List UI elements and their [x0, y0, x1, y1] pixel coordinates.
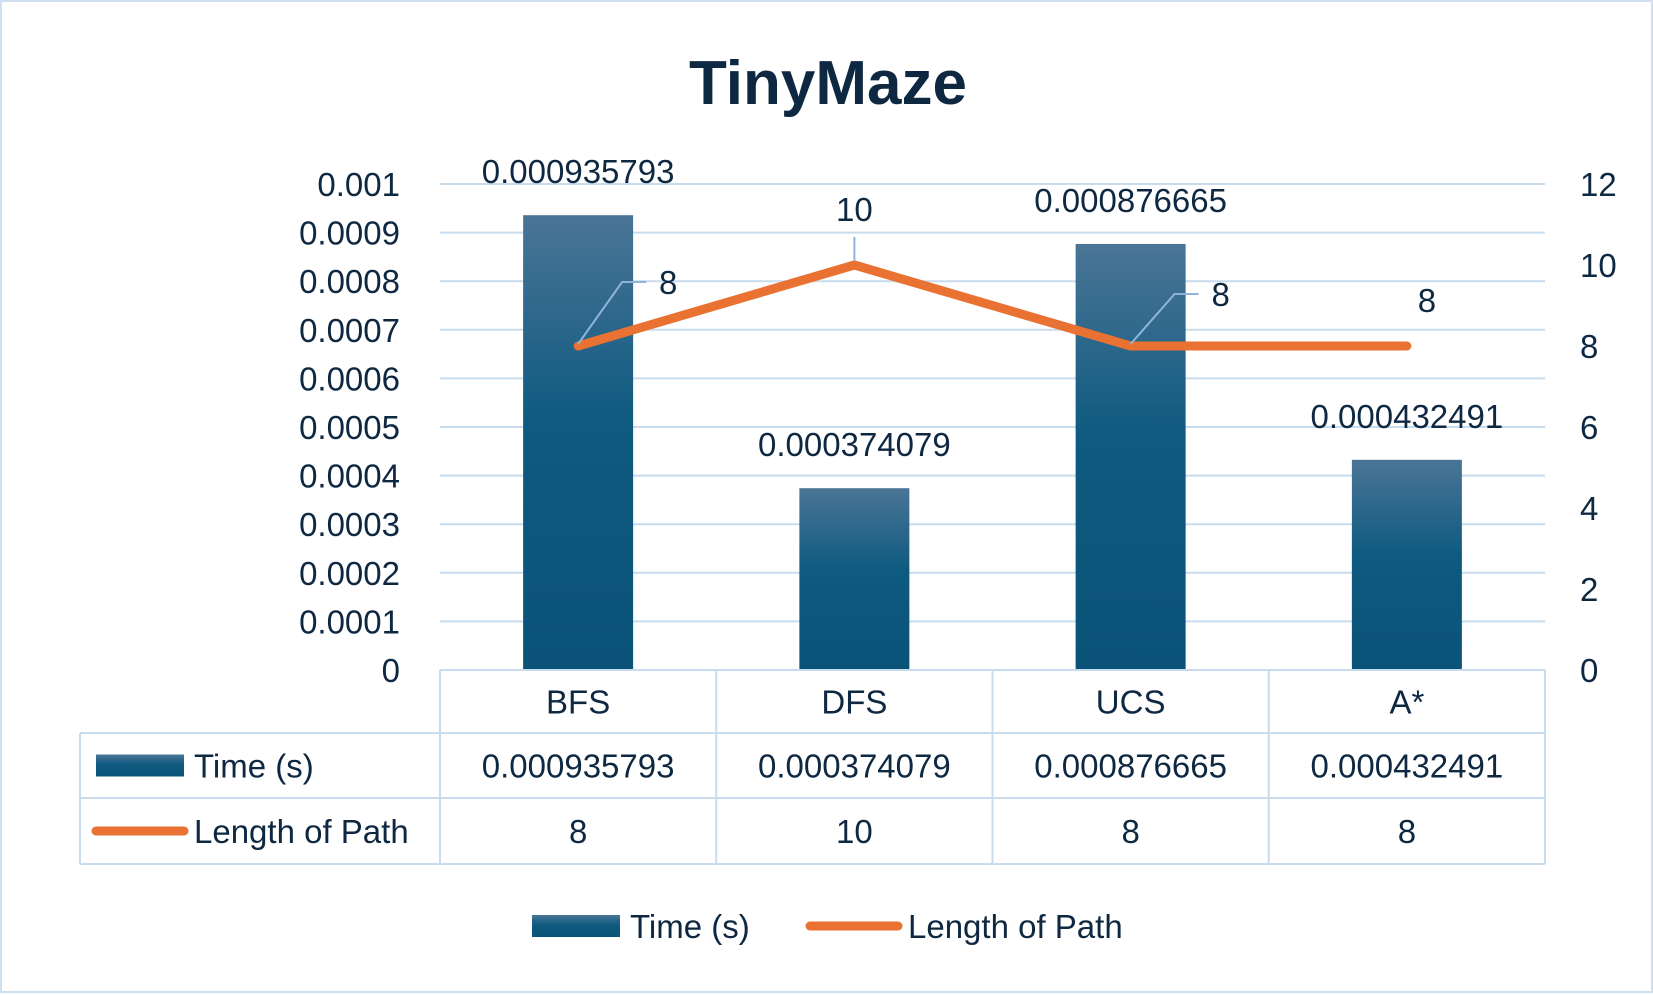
table-key-time	[96, 754, 184, 777]
leader-line	[577, 281, 647, 345]
legend-label-length: Length of Path	[908, 908, 1123, 945]
leader-line	[1129, 293, 1199, 345]
right-axis-tick-label: 6	[1580, 409, 1598, 446]
table-series-name: Time (s)	[194, 748, 314, 785]
left-axis-tick-label: 0.0002	[299, 555, 400, 592]
table-cell: 0.000935793	[482, 748, 675, 785]
bar	[1075, 243, 1186, 671]
data-labels: 0.000935793 0.000374079 0.000876665 0.00043…	[482, 153, 1503, 463]
bar	[523, 215, 634, 671]
table-cell: 0.000432491	[1311, 748, 1504, 785]
line-data-label: 8	[1418, 282, 1436, 319]
table-cell: 8	[569, 813, 587, 850]
right-axis: 0 2 4 6 8 10 12	[1580, 166, 1617, 689]
left-axis-tick-label: 0.0008	[299, 263, 400, 300]
right-axis-tick-label: 2	[1580, 571, 1598, 608]
left-axis-tick-label: 0.0009	[299, 215, 400, 252]
right-axis-tick-label: 4	[1580, 490, 1598, 527]
category-label: DFS	[821, 684, 887, 721]
bar-series	[523, 215, 1462, 671]
left-axis-tick-label: 0.0001	[299, 603, 400, 640]
table-cell: 10	[836, 813, 873, 850]
table-cell: 8	[1121, 813, 1139, 850]
category-label: BFS	[546, 684, 610, 721]
line-series	[573, 260, 1412, 351]
line-data-label: 10	[836, 191, 873, 228]
bar-data-label: 0.000876665	[1034, 182, 1227, 219]
bar-data-label: 0.000432491	[1311, 398, 1504, 435]
left-axis: 0 0.0001 0.0002 0.0003 0.0004 0.0005 0.0006 0.0…	[299, 166, 400, 689]
table-cell: 8	[1398, 813, 1416, 850]
right-axis-tick-label: 12	[1580, 166, 1617, 203]
left-axis-tick-label: 0.0006	[299, 360, 400, 397]
left-axis-tick-label: 0.0007	[299, 312, 400, 349]
left-axis-tick-label: 0	[382, 652, 400, 689]
right-axis-tick-label: 10	[1580, 247, 1617, 284]
left-axis-tick-label: 0.0005	[299, 409, 400, 446]
data-table: BFS DFS UCS A* Time (s) 0.000935793 0.00037407…	[79, 669, 1546, 865]
table-series-name: Length of Path	[194, 813, 409, 850]
left-axis-tick-label: 0.0004	[299, 458, 400, 495]
table-cell: 0.000876665	[1034, 748, 1227, 785]
legend: Time (s) Length of Path	[532, 908, 1123, 945]
left-axis-tick-label: 0.0003	[299, 506, 400, 543]
bar-data-label: 0.000374079	[758, 426, 951, 463]
table-cell: 0.000374079	[758, 748, 951, 785]
bar	[1351, 459, 1462, 670]
right-axis-tick-label: 0	[1580, 652, 1598, 689]
bar	[799, 488, 910, 670]
category-label: A*	[1389, 684, 1424, 721]
legend-key-time	[532, 915, 620, 937]
left-axis-tick-label: 0.001	[317, 166, 400, 203]
line-data-label: 8	[1211, 276, 1229, 313]
category-label: UCS	[1096, 684, 1166, 721]
length-of-path-line	[573, 260, 1412, 351]
chart-title: TinyMaze	[689, 49, 967, 118]
legend-label-time: Time (s)	[630, 908, 750, 945]
line-data-label: 8	[659, 264, 677, 301]
bar-data-label: 0.000935793	[482, 153, 675, 190]
right-axis-tick-label: 8	[1580, 328, 1598, 365]
